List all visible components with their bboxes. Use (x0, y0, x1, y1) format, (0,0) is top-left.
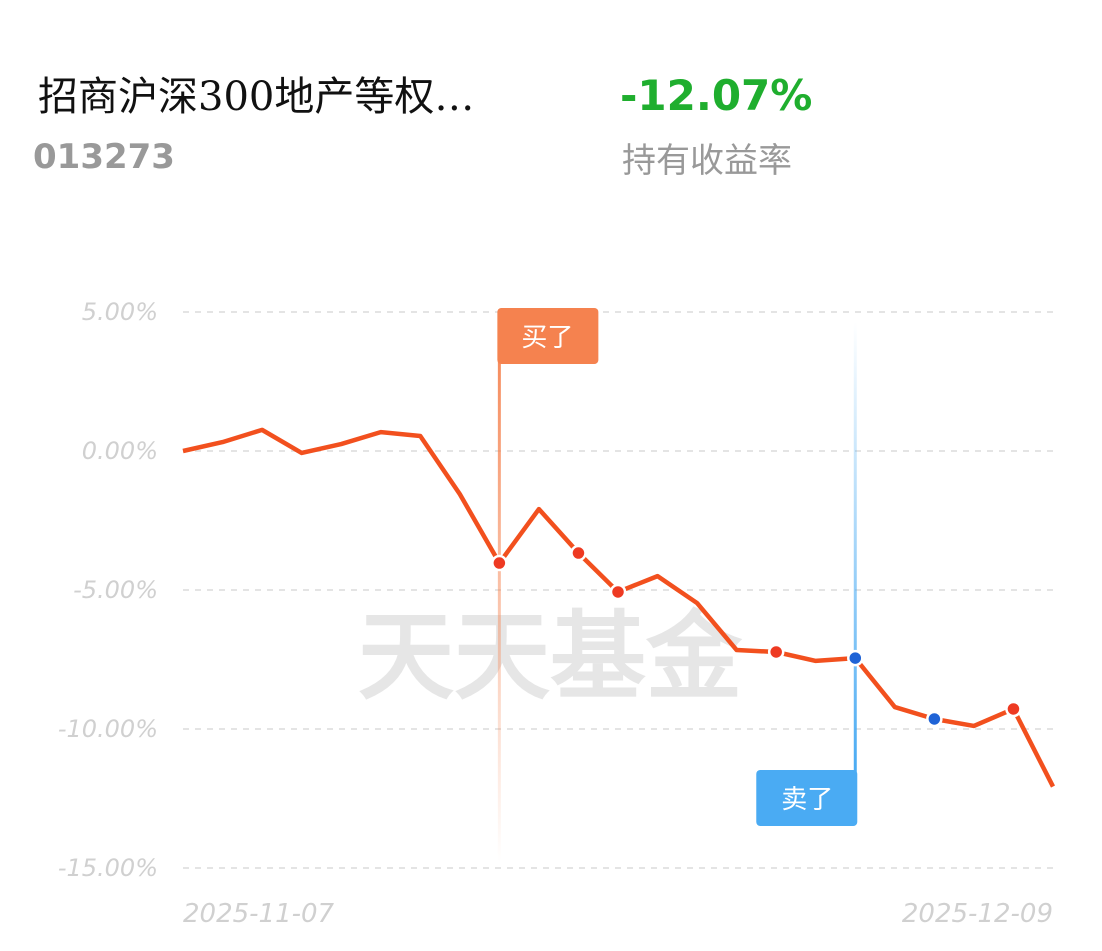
y-tick-label: 0.00% (82, 437, 158, 465)
flag-box (497, 308, 599, 364)
point-marker (491, 554, 508, 572)
x-tick-label: 2025-12-09 (902, 899, 1053, 929)
point-marker (1005, 700, 1022, 718)
x-tick-label: 2025-11-07 (183, 899, 335, 929)
y-tick-label: -15.00% (58, 854, 158, 882)
y-tick-label: -5.00% (73, 576, 158, 604)
flag-line (497, 312, 501, 862)
point-marker (609, 583, 627, 601)
point-marker (570, 544, 587, 562)
point-marker (926, 710, 943, 728)
flag-box (756, 770, 858, 826)
y-tick-label: 5.00% (82, 298, 158, 326)
y-tick-label: -10.00% (58, 715, 158, 743)
flag-label: 卖了 (781, 785, 833, 815)
fund-code: 013273 (33, 137, 175, 177)
flag-label: 买了 (521, 323, 573, 353)
fund-name: 招商沪深300地产等权… (38, 74, 474, 120)
return: -12.07% (620, 71, 812, 120)
point-marker (767, 643, 785, 661)
return-label: 持有收益率 (622, 141, 792, 181)
point-marker (847, 649, 864, 667)
watermark: 天天基金 (358, 601, 743, 713)
flag-line (853, 322, 857, 772)
